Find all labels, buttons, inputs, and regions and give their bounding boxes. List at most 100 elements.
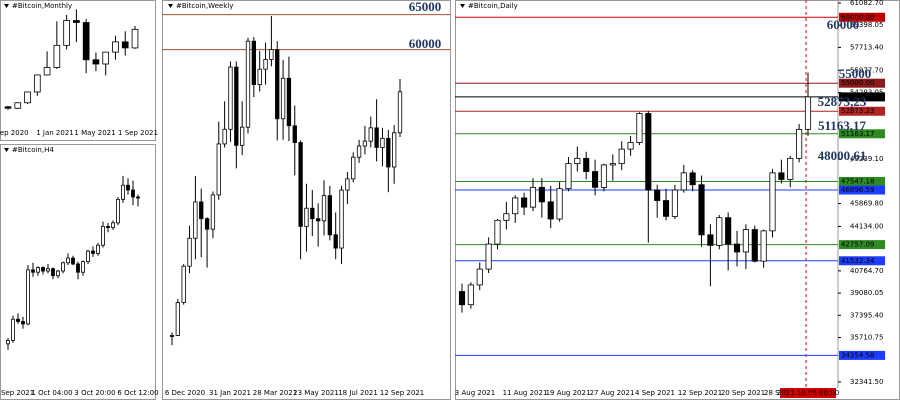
panel-menu-icon — [4, 148, 9, 152]
candle-body — [131, 189, 135, 198]
candle-body — [310, 207, 315, 220]
panel-title: #Bitcoin,Daily — [468, 2, 518, 10]
candle-body — [91, 250, 95, 254]
y-tick-label: 59398.05 — [850, 21, 883, 29]
candle-body — [26, 269, 30, 325]
candle-body — [199, 201, 204, 220]
panel-title: #Bitcoin,Weekly — [176, 2, 233, 10]
panel-menu-icon — [4, 4, 9, 8]
panel-menu-icon — [168, 4, 173, 8]
candle-body — [111, 222, 115, 228]
candle-body — [169, 334, 175, 337]
candle-body — [286, 77, 292, 127]
candle-body — [16, 318, 20, 322]
level-label-box — [839, 92, 885, 102]
candle-body — [327, 195, 333, 236]
annotation: 48000,61 — [818, 148, 867, 163]
x-tick-label: 3 Aug 2021 — [455, 389, 495, 397]
candle-body — [494, 219, 501, 245]
level-label: 41532.34 — [841, 257, 875, 265]
candle-body — [636, 113, 643, 143]
panel-menu-icon — [460, 4, 465, 8]
level-label: 55000.00 — [841, 79, 874, 87]
level-label-box — [839, 176, 885, 186]
candle-body — [24, 91, 31, 104]
annotation: 60000 — [409, 36, 442, 51]
candle-body — [292, 125, 297, 143]
x-tick-label: 11 Aug 2021 — [503, 389, 548, 397]
x-tick-label: 6 Oct 12:00 — [117, 389, 158, 397]
candle-body — [228, 66, 233, 130]
candle-body — [193, 201, 198, 239]
x-tick-label: 1 Jan 2021 — [36, 129, 74, 137]
cursor-label-box — [780, 388, 836, 398]
candle-body — [121, 184, 125, 200]
level-label-box — [839, 185, 885, 195]
level-label: 51163.17 — [841, 130, 874, 138]
candle-body — [592, 171, 599, 188]
candle-body — [187, 237, 192, 267]
x-tick-label: 6 Dec 2020 — [165, 389, 205, 397]
x-tick-label: 12 Sep 2021 — [678, 389, 722, 397]
y-tick-label: 61082.70 — [850, 0, 883, 7]
candle-body — [716, 217, 723, 246]
level-label: 60000.00 — [841, 13, 874, 21]
x-tick-label: 28 Se — [764, 389, 784, 397]
x-tick-label: Sep 2020 — [0, 129, 29, 137]
x-tick-label: 18 Jul 2021 — [338, 389, 378, 397]
candle-body — [476, 268, 483, 286]
candle-body — [11, 318, 15, 341]
x-tick-label: 12 Sep 2021 — [380, 389, 424, 397]
candle-body — [321, 195, 327, 222]
candle-body — [239, 126, 245, 146]
annotation: 65000 — [409, 0, 442, 14]
candle-body — [345, 178, 350, 191]
candle-body — [356, 145, 362, 158]
candle-body — [529, 186, 537, 208]
candle-body — [101, 225, 105, 246]
candle-body — [538, 186, 545, 203]
candle-body — [796, 128, 803, 159]
candle-body — [112, 41, 119, 53]
candle-body — [210, 194, 216, 230]
candle-body — [269, 49, 274, 60]
candle-body — [671, 189, 678, 217]
candle-body — [645, 113, 652, 191]
x-tick-label: 1 May 2021 — [74, 129, 115, 137]
annotation: 52873,23 — [818, 94, 867, 109]
candle-body — [556, 188, 563, 220]
candle-body — [53, 44, 61, 68]
level-label-box — [839, 106, 885, 116]
candle-body — [280, 77, 286, 120]
panel-frame — [0, 0, 156, 141]
candle-body — [339, 189, 344, 249]
candle-body — [804, 96, 812, 130]
candle-body — [51, 268, 55, 277]
candle-body — [467, 284, 474, 306]
candle-body — [63, 20, 70, 46]
candle-body — [374, 127, 379, 148]
candle-body — [106, 225, 110, 228]
candle-body — [707, 234, 714, 246]
candle-body — [521, 197, 528, 208]
candle-body — [583, 157, 590, 172]
level-label-box — [839, 129, 885, 139]
cursor-label: 2021.10.06 00:00 — [777, 389, 839, 397]
candle-body — [627, 142, 634, 150]
candle-body — [680, 172, 687, 191]
candle-body — [609, 163, 616, 166]
candle-body — [778, 172, 785, 180]
level-label: 42757.09 — [841, 241, 874, 249]
candle-body — [116, 198, 120, 224]
candle-body — [92, 59, 100, 65]
candle-body — [298, 142, 303, 227]
level-label: 53960.98 — [841, 93, 874, 101]
level-label: 52873.23 — [841, 107, 874, 115]
candle-body — [751, 229, 758, 262]
candle-body — [733, 243, 741, 253]
x-tick-label: 3 Oct 20:00 — [74, 389, 115, 397]
level-label-box — [839, 256, 885, 266]
candle-body — [333, 234, 338, 249]
